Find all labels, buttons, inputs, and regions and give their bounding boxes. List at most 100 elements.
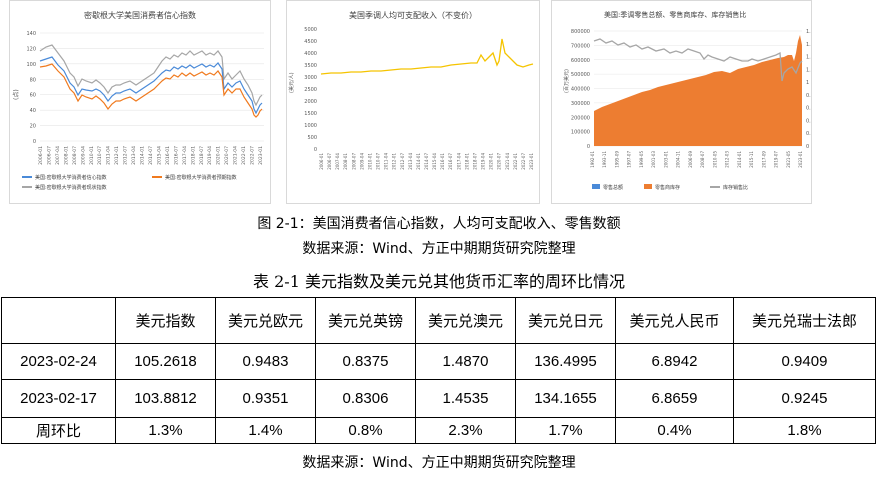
row-label-cell: 周环比: [1, 417, 116, 444]
chart-consumer-confidence: 密歇根大学美国消费者信心指数 0 20 40 60 80 100 120 140 2006-0…: [9, 0, 271, 204]
table-title: 表 2-1 美元指数及美元兑其他货币汇率的周环比情况: [253, 272, 625, 291]
header-cell: 美元兑欧元: [215, 297, 316, 344]
x-tick-label: 2019-04: [481, 153, 486, 170]
x-tick-label: 2016-07: [173, 146, 179, 165]
x-tick-label: 2006-07: [327, 153, 332, 170]
x-tick-label: 2022-07: [521, 153, 526, 170]
series-ratio: [593, 38, 803, 82]
legend-current: 美国:密歇根大学消费者现状指数: [35, 184, 107, 191]
table-cell: 6.8942: [615, 343, 734, 380]
legend-ratio: 库存销售比: [723, 184, 748, 191]
x-tick-label: 2006-01: [38, 146, 44, 165]
x-tick-label: 2001-03: [651, 151, 656, 168]
table-cell: 103.8812: [115, 379, 216, 418]
legend-confidence: 美国:密歇根大学消费者信心指数: [35, 174, 107, 181]
x-tick-label: 2012-03: [725, 151, 730, 168]
y-tick-label: 1: [806, 80, 809, 86]
table-cell: 1.3%: [115, 417, 216, 444]
table-row: 周环比 1.3% 1.4% 0.8% 2.3% 1.7% 0.4% 1.8%: [1, 417, 876, 444]
x-tick-label: 2023-01: [529, 153, 534, 170]
y-tick-label: 700000: [571, 43, 590, 49]
x-tick-label: 2008-07: [351, 153, 356, 170]
y-tick-label: 4500: [304, 39, 317, 45]
x-tick-label: 2006-07: [46, 146, 52, 165]
x-tick-label: 2006-01: [319, 153, 324, 170]
y-tick-label: 600000: [571, 58, 590, 64]
x-tick-label: 2010-01: [89, 146, 95, 165]
y-tick-label: 400000: [571, 87, 590, 93]
x-tick-label: 2021-04: [505, 153, 510, 170]
x-tick-label: 2003-01: [663, 151, 668, 168]
y-tick-label: 0: [587, 144, 590, 150]
table-cell: 2.3%: [415, 417, 516, 444]
x-tick-label: 2022-01: [513, 153, 518, 170]
source-note-top: 数据来源：Wind、方正中期期货研究院整理: [302, 241, 576, 257]
x-tick-label: 2015-04: [156, 146, 162, 165]
y-tick-label: 1000: [304, 123, 317, 129]
x-tick-label: 2023-01: [798, 151, 803, 168]
header-cell: 美元指数: [115, 297, 216, 344]
chart-retail-sales: 美国:季调零售总额、零售商库存、库存销售比 0 100000 200000 30000…: [551, 0, 812, 204]
x-tick-label: 2014-07: [424, 153, 429, 170]
table-cell: 1.8%: [733, 417, 876, 444]
table-cell: 1.4870: [415, 343, 516, 380]
x-tick-label: 2018-01: [464, 153, 469, 170]
x-tick-label: 2006-09: [688, 151, 693, 168]
y-tick-label: 120: [26, 46, 36, 52]
y-tick-label: 5000: [304, 27, 317, 33]
x-tick-label: 1997-07: [627, 151, 632, 168]
y-tick-label: 500000: [571, 72, 590, 78]
x-tick-label: 2017-04: [456, 153, 461, 170]
x-tick-label: 2009-04: [80, 146, 86, 165]
x-tick-label: 2015-04: [432, 153, 437, 170]
chart-title: 密歇根大学美国消费者信心指数: [84, 11, 196, 20]
x-tick-label: 2018-07: [199, 146, 205, 165]
y-axis-label: (美元/人): [288, 72, 295, 93]
y-tick-label: 300000: [571, 101, 590, 107]
y-tick-label: 20: [30, 124, 36, 130]
x-tick-label: 1999-05: [639, 151, 644, 168]
header-cell: [1, 297, 116, 344]
y-tick-label: 0.4: [806, 118, 811, 124]
table-cell: 0.8306: [315, 379, 416, 418]
x-tick-label: 2015-11: [749, 151, 754, 168]
y-tick-label: 1.4: [806, 55, 811, 61]
x-tick-label: 2014-01: [140, 146, 146, 165]
header-cell: 美元兑瑞士法郎: [733, 297, 876, 344]
y-axis-label: (点): [12, 89, 20, 100]
y-tick-label: 1.8: [806, 29, 811, 35]
y-tick-label: 0.2: [806, 131, 811, 137]
x-tick-label: 2018-07: [472, 153, 477, 170]
table-row: 2023-02-24 105.2618 0.9483 0.8375 1.4870…: [1, 343, 876, 380]
chart-disposable-income: 美国季调人均可支配收入（不变价） 0 500 1000 1500 2000 2500 300…: [286, 0, 540, 204]
y-tick-label: 0.6: [806, 106, 811, 112]
x-tick-label: 2004-11: [676, 151, 681, 168]
chart-consumer-confidence-plot: 0 20 40 60 80 100 120 140 2006-01 2006-07 2007-04…: [12, 31, 264, 191]
x-tick-label: 2019-07: [774, 151, 779, 168]
date-cell: 2023-02-17: [1, 379, 116, 418]
table-cell: 0.9351: [215, 379, 316, 418]
x-tick-label: 2007-04: [55, 146, 61, 165]
y-tick-label: 100000: [571, 130, 590, 136]
x-tick-label: 2010-07: [97, 146, 103, 165]
x-tick-label: 2014-01: [416, 153, 421, 170]
x-tick-label: 2016-07: [448, 153, 453, 170]
x-tick-label: 2008-01: [343, 153, 348, 170]
series-inventory-area: [594, 35, 802, 146]
x-tick-label: 2019-04: [207, 146, 213, 165]
table-cell: 1.4535: [415, 379, 516, 418]
table-header-row: 美元指数 美元兑欧元 美元兑英镑 美元兑澳元 美元兑日元 美元兑人民币 美元兑瑞…: [1, 297, 876, 344]
table-row: 2023-02-17 103.8812 0.9351 0.8306 1.4535…: [1, 379, 876, 418]
table-cell: 0.8375: [315, 343, 416, 380]
y-tick-label: 2000: [304, 99, 317, 105]
x-tick-label: 2013-04: [131, 146, 137, 165]
x-tick-label: 2016-01: [165, 146, 171, 165]
chart-retail-sales-plot: 0 100000 200000 300000 400000 500000 600000 700…: [563, 29, 811, 191]
series-current: [39, 44, 263, 107]
y-tick-label: 200000: [571, 115, 590, 121]
x-tick-label: 2023-01: [258, 146, 264, 165]
y-axis-label: (百万美元): [563, 69, 570, 93]
y-tick-label: 1.2: [806, 67, 811, 73]
x-tick-label: 2007-04: [335, 153, 340, 170]
y-tick-label: 1.6: [806, 42, 811, 48]
